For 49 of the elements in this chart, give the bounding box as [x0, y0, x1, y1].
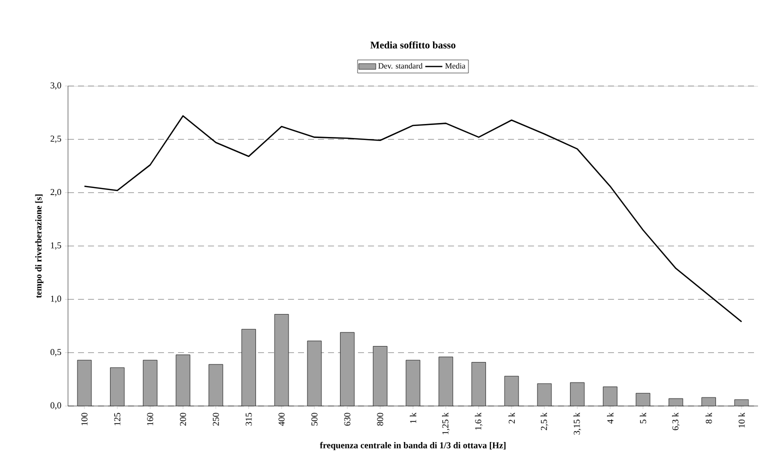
bar [504, 376, 519, 406]
bar [438, 356, 453, 406]
bar [307, 340, 322, 406]
x-tick-label: 250 [212, 412, 219, 426]
y-tick-label: 1,5 [51, 242, 62, 250]
bar [176, 354, 190, 406]
x-tick-label: 200 [180, 412, 186, 426]
x-tick-label: 2 k [508, 412, 515, 424]
y-tick-label: 3,0 [50, 82, 62, 90]
x-tick-label: 5 k [640, 412, 646, 424]
y-tick-label: 1,0 [51, 296, 62, 304]
bar [603, 386, 618, 406]
x-tick-label: 3,15 k [573, 412, 582, 435]
y-tick-label: 2,0 [50, 188, 62, 196]
bar [340, 332, 354, 406]
bar [373, 346, 388, 406]
x-tick-label: 160 [147, 412, 154, 426]
x-tick-label: 125 [114, 412, 120, 426]
x-axis-title: frequenza centrale in banda di 1/3 di ottava [Hz] [320, 442, 506, 450]
bar [274, 314, 289, 406]
x-tick-label: 8 k [706, 412, 712, 424]
y-axis-title: tempo di riverberazione [s] [35, 194, 44, 298]
bar [242, 329, 256, 406]
legend-label: Dev. standard [378, 62, 423, 69]
x-tick-label: 2,5 k [540, 412, 548, 430]
x-tick-label: 400 [278, 412, 285, 426]
chart-title: Media soffitto basso [370, 41, 456, 48]
x-tick-label: 4 k [607, 412, 614, 424]
y-tick-label: 2,5 [50, 136, 62, 143]
bar [570, 382, 584, 406]
bar [472, 362, 486, 406]
x-tick-label: 630 [344, 412, 350, 426]
x-tick-label: 1,25 k [442, 412, 450, 434]
legend-label: Media [445, 62, 466, 69]
x-tick-label: 500 [311, 412, 318, 426]
x-tick-label: 1 k [410, 412, 416, 423]
x-tick-label: 800 [377, 412, 384, 426]
x-tick-label: 100 [81, 412, 88, 426]
bar [110, 368, 124, 406]
x-tick-label: 6,3 k [672, 412, 680, 430]
bar [77, 360, 92, 406]
x-tick-label: 315 [246, 412, 252, 426]
x-tick-label: 1,6 k [474, 412, 483, 430]
bar [143, 360, 158, 406]
bar [406, 360, 420, 406]
y-tick-label: 0,0 [50, 402, 62, 410]
x-tick-label: 10 k [738, 412, 745, 428]
bar [208, 364, 223, 406]
y-tick-label: 0,5 [50, 348, 62, 356]
